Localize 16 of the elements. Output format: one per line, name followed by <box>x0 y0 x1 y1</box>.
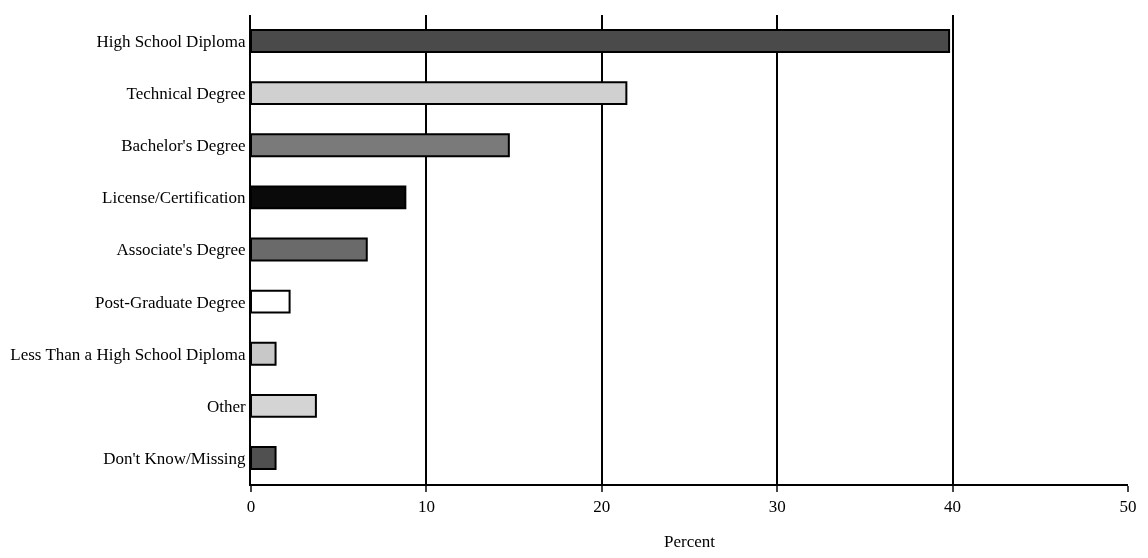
y-tick-label: Don't Know/Missing <box>103 448 247 468</box>
x-tick-label: 0 <box>246 497 256 517</box>
y-tick-label: License/Certification <box>102 188 247 208</box>
x-axis-title: Percent <box>664 532 716 552</box>
x-tick-label: 30 <box>768 497 786 517</box>
x-tick-label: 10 <box>417 497 435 517</box>
y-tick-label: Bachelor's Degree <box>121 136 246 156</box>
y-tick-label: Post-Graduate Degree <box>95 292 246 312</box>
x-tick-label: 50 <box>1119 497 1137 517</box>
y-tick-label: High School Diploma <box>96 32 247 52</box>
y-tick-label: Technical Degree <box>126 84 246 104</box>
y-tick-label: Associate's Degree <box>116 240 246 260</box>
y-tick-label: Less Than a High School Diploma <box>10 344 247 364</box>
x-tick-label: 20 <box>593 497 611 517</box>
x-tick-label: 40 <box>944 497 962 517</box>
y-tick-label: Other <box>206 396 246 416</box>
